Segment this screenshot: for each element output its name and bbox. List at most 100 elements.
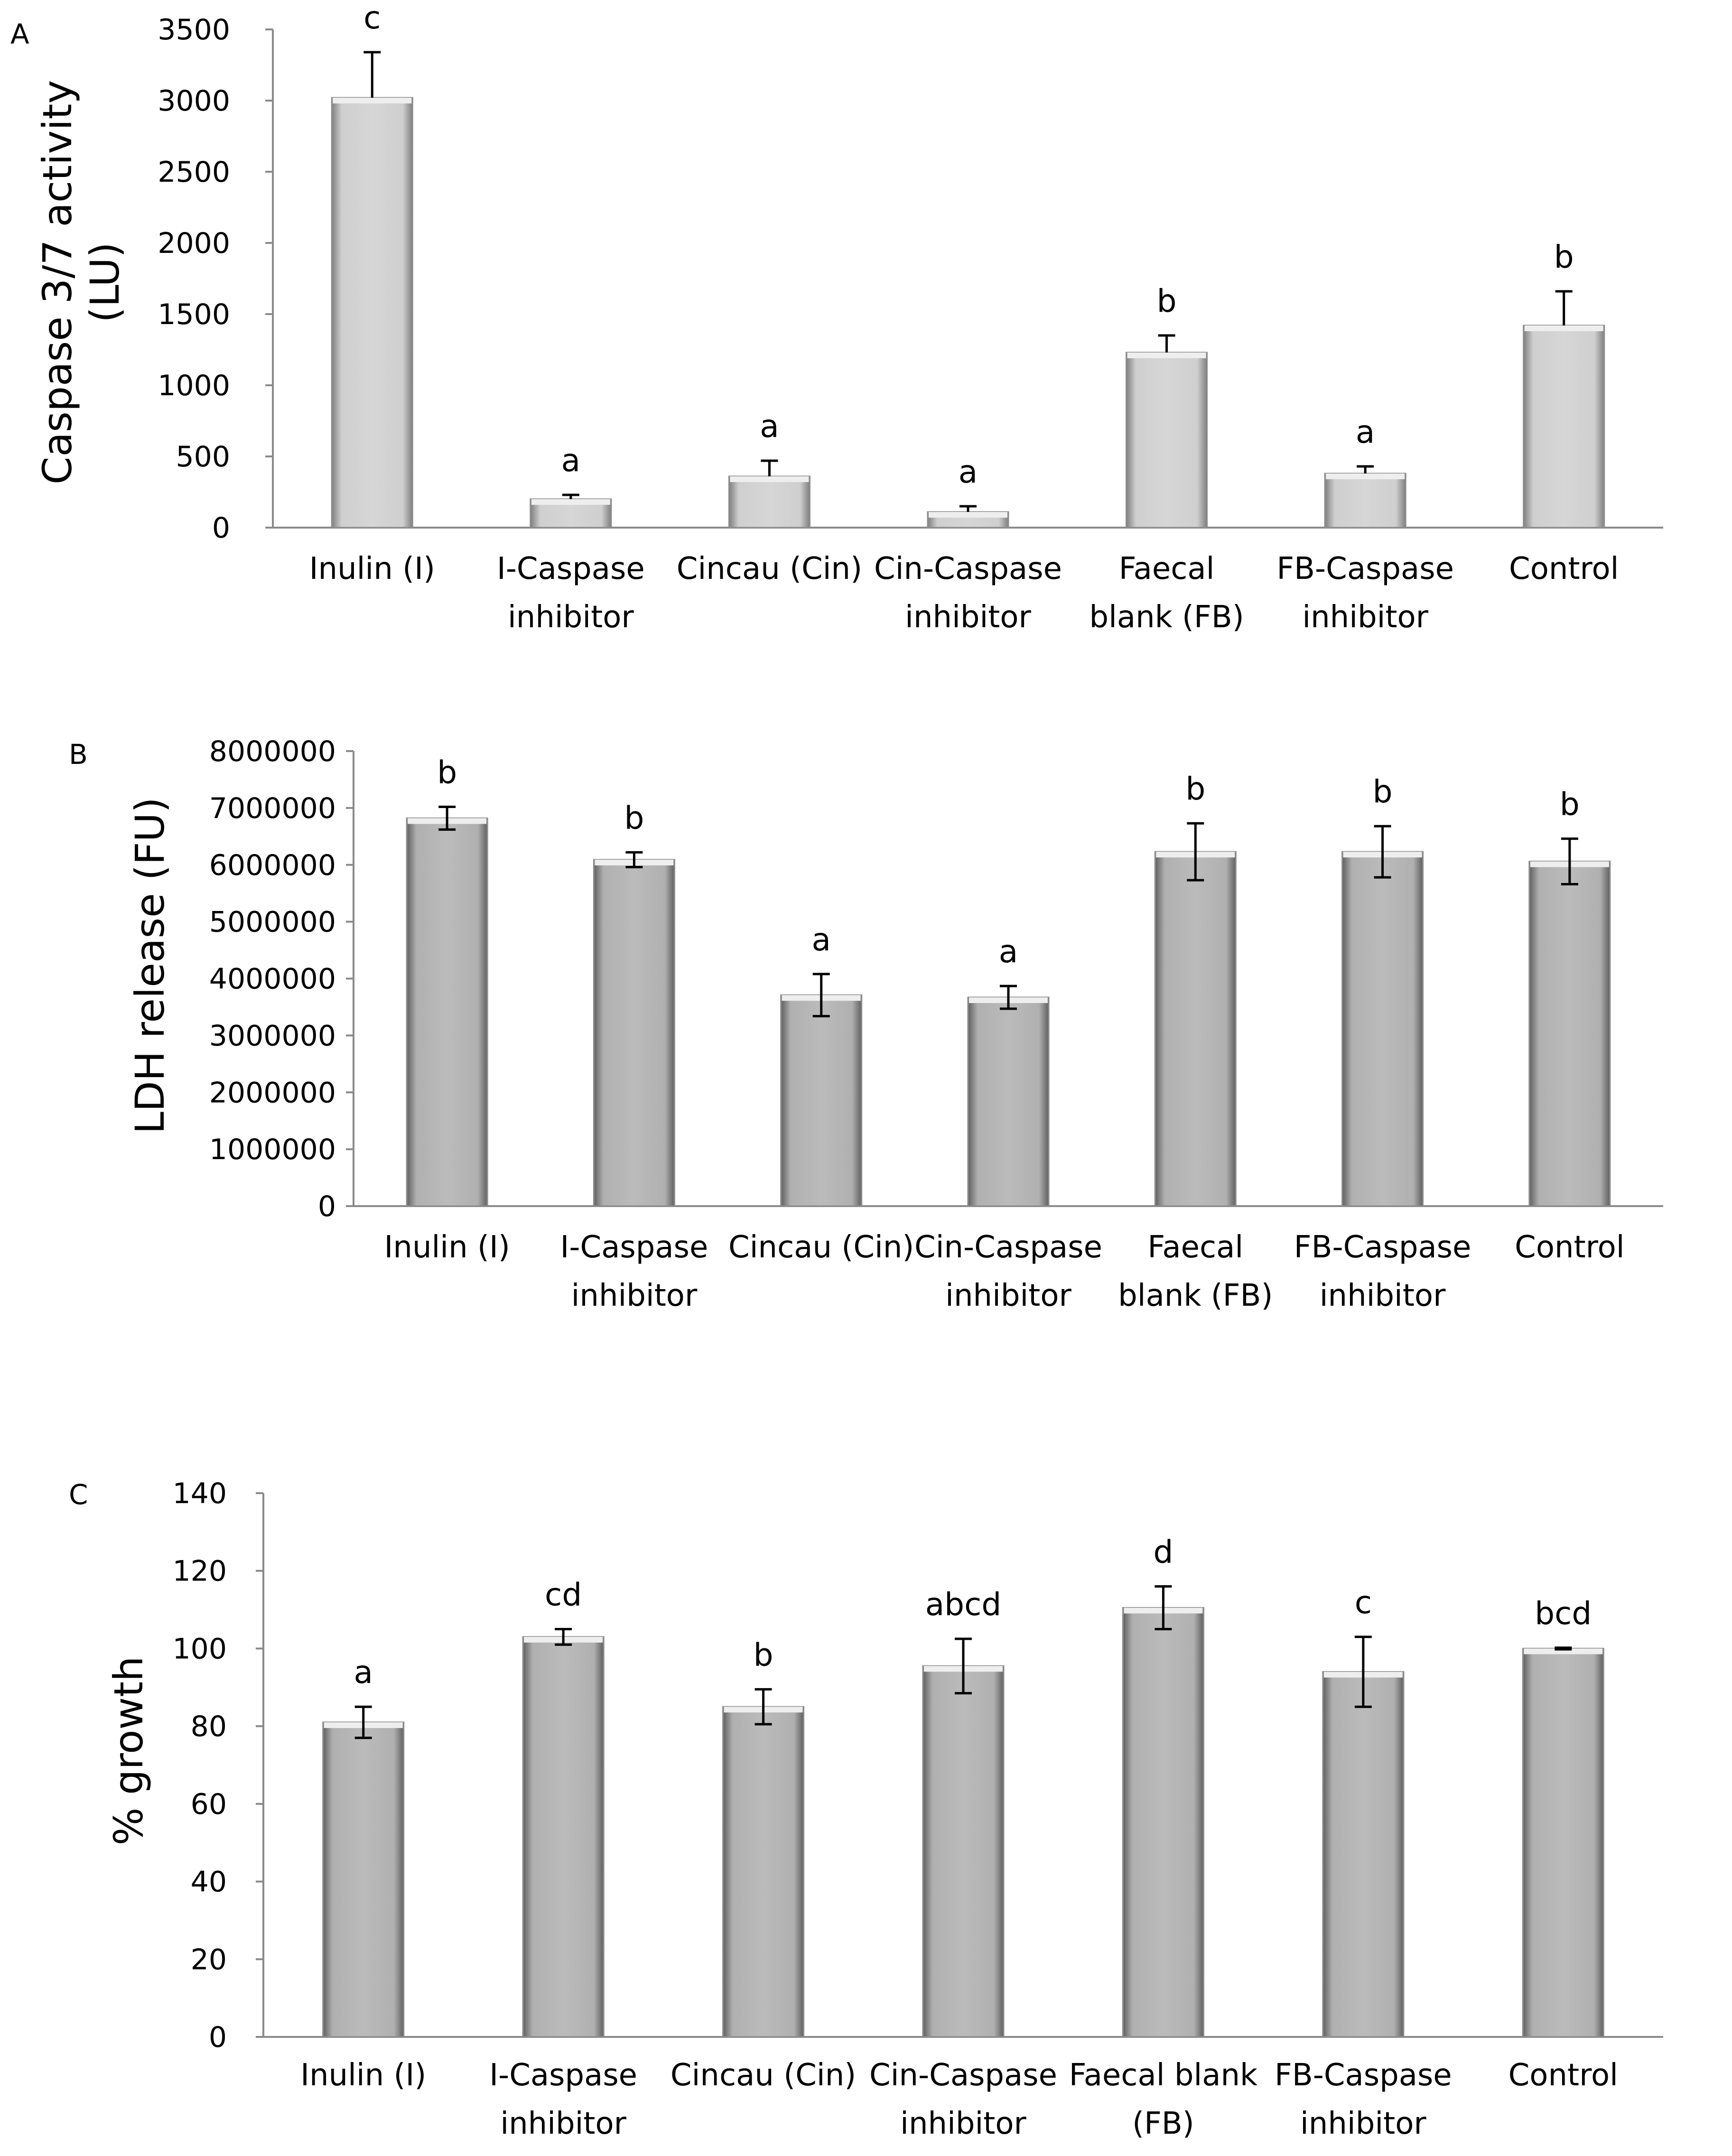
panel-b-category-label: inhibitor <box>945 1278 1071 1313</box>
panel-b-plot-area: 0 1000000 2000000 3000000 4000000 5000000 6000… <box>209 735 1663 1313</box>
panel-b-y-tick-label: 4000000 <box>209 963 336 996</box>
panel-a-y-tick-label: 3500 <box>158 13 230 46</box>
panel-b-category-label: Control <box>1515 1230 1624 1265</box>
panel-c-category-label: inhibitor <box>500 2106 626 2141</box>
panel-c-significance-label: abcd <box>925 1586 1002 1623</box>
panel-b-y-tick-label: 6000000 <box>209 849 336 882</box>
panel-a-category-label: Control <box>1509 551 1619 586</box>
panel-c-y-tick-label: 60 <box>191 1788 227 1821</box>
panel-c-bar <box>522 1636 605 2038</box>
panel-b-significance-label: b <box>1185 771 1205 807</box>
panel-a-bar <box>1523 325 1605 529</box>
panel-c-category-label: Control <box>1509 2058 1618 2093</box>
panel-a-y-title-line-1: Caspase 3/7 activity <box>34 80 81 484</box>
panel-c-significance-label: cd <box>545 1577 582 1613</box>
panel-a-bar-top-bevel <box>531 499 610 505</box>
panel-a-y-tick-label: 3000 <box>158 84 230 118</box>
panel-c-category-label: Inulin (I) <box>300 2058 426 2093</box>
panel-c-category-label: inhibitor <box>900 2106 1026 2141</box>
panel-c-bar <box>322 1721 405 2038</box>
panel-c-growth-chart: C % growth 0 20 40 60 80 100 120 140 a Inulin (I)… <box>69 1477 1663 2141</box>
panel-c-significance-label: bcd <box>1535 1595 1592 1632</box>
panel-c-y-tick-label: 0 <box>209 2021 227 2054</box>
panel-b-category-label: Inulin (I) <box>384 1230 510 1265</box>
panel-a-y-title-line-2: (LU) <box>82 242 128 323</box>
panel-c-bar <box>722 1706 805 2038</box>
panel-b-bar <box>1341 851 1424 1207</box>
panel-b-y-tick-label: 1000000 <box>209 1133 336 1166</box>
panel-c-category-label: (FB) <box>1132 2106 1194 2141</box>
panel-b-category-label: Cincau (Cin) <box>728 1230 914 1265</box>
panel-b-category-label: inhibitor <box>1320 1278 1446 1313</box>
panel-a-category-label: I-Caspase <box>497 551 645 586</box>
panel-b-y-tick-label: 3000000 <box>209 1019 336 1052</box>
panel-a-y-tick-label: 0 <box>212 511 230 545</box>
panel-b-significance-label: a <box>999 933 1018 970</box>
panel-a-category-label: FB-Caspase <box>1276 551 1454 586</box>
panel-b-y-tick-label: 0 <box>318 1190 336 1223</box>
panel-b-bar <box>780 994 863 1207</box>
panel-a-category-label: blank (FB) <box>1089 600 1244 635</box>
panel-c-label: C <box>69 1478 88 1511</box>
panel-b-category-label: blank (FB) <box>1118 1278 1273 1313</box>
panel-b-significance-label: b <box>1373 773 1393 810</box>
panel-c-category-label: I-Caspase <box>489 2058 637 2093</box>
panel-c-y-axis-title: % growth <box>105 1656 152 1846</box>
panel-c-bar-top-bevel <box>1524 1648 1603 1654</box>
panel-b-category-label: Faecal <box>1147 1230 1243 1265</box>
panel-a-category-label: inhibitor <box>1302 600 1428 635</box>
panel-a-category-label: Cincau (Cin) <box>677 551 862 586</box>
panel-b-y-tick-label: 2000000 <box>209 1076 336 1109</box>
panel-b-significance-label: b <box>624 799 644 836</box>
panel-b-label: B <box>69 738 88 771</box>
panel-c-bar <box>1322 1671 1405 2038</box>
panel-b-bar <box>1528 861 1611 1207</box>
panel-a-y-tick-label: 500 <box>176 440 230 474</box>
panel-c-y-tick-label: 20 <box>191 1943 227 1976</box>
panel-a-y-tick-label: 1000 <box>158 369 230 402</box>
panel-b-y-tick-label: 5000000 <box>209 906 336 939</box>
panel-a-significance-label: a <box>760 408 779 445</box>
panel-b-bar <box>967 996 1050 1207</box>
panel-a-y-tick-label: 2000 <box>158 227 230 260</box>
panel-a-category-label: inhibitor <box>905 600 1031 635</box>
panel-a-significance-label: a <box>1356 414 1375 450</box>
panel-a-category-label: Cin-Caspase <box>874 551 1062 586</box>
panel-c-y-tick-label: 80 <box>191 1710 227 1743</box>
panel-a-bar-top-bevel <box>1326 474 1405 479</box>
panel-a-significance-label: c <box>363 0 381 36</box>
panel-b-ldh-chart: B LDH release (FU) 0 1000000 2000000 300000… <box>69 735 1663 1313</box>
panel-a-label: A <box>10 18 29 50</box>
panel-b-category-label: inhibitor <box>571 1278 698 1313</box>
panel-b-bar <box>1154 851 1237 1207</box>
panel-b-significance-label: b <box>1560 786 1580 823</box>
panel-b-y-axis-title: LDH release (FU) <box>127 797 173 1134</box>
panel-b-category-label: Cin-Caspase <box>914 1230 1102 1265</box>
panel-a-bar-top-bevel <box>333 98 412 103</box>
panel-b-significance-label: b <box>437 754 457 790</box>
panel-a-y-tick-label: 1500 <box>158 298 230 331</box>
panel-c-category-label: Cincau (Cin) <box>670 2058 856 2093</box>
panel-a-significance-label: a <box>959 454 978 490</box>
panel-c-category-label: FB-Caspase <box>1275 2058 1452 2093</box>
panel-b-y-tick-label: 8000000 <box>209 735 336 768</box>
panel-a-bar <box>1126 352 1208 529</box>
panel-c-y-tick-label: 100 <box>172 1632 227 1665</box>
panel-c-significance-label: d <box>1153 1533 1173 1570</box>
panel-a-y-axis-title: Caspase 3/7 activity (LU) <box>34 80 128 484</box>
panel-a-bar <box>331 97 413 529</box>
panel-c-category-label: Cin-Caspase <box>869 2058 1057 2093</box>
panel-b-y-tick-label: 7000000 <box>209 792 336 825</box>
panel-c-bar <box>1522 1647 1604 2038</box>
panel-c-bar <box>922 1665 1005 2038</box>
panel-a-bar <box>728 475 810 529</box>
panel-b-category-label: I-Caspase <box>560 1230 708 1265</box>
panel-c-y-title-line-1: % growth <box>105 1656 152 1846</box>
panel-b-bar <box>406 817 488 1207</box>
panel-c-significance-label: b <box>754 1636 773 1673</box>
panel-a-significance-label: b <box>1554 239 1574 275</box>
panel-c-y-tick-label: 120 <box>172 1555 227 1588</box>
panel-a-category-label: inhibitor <box>508 600 634 635</box>
panel-a-y-tick-label: 2500 <box>158 156 230 189</box>
